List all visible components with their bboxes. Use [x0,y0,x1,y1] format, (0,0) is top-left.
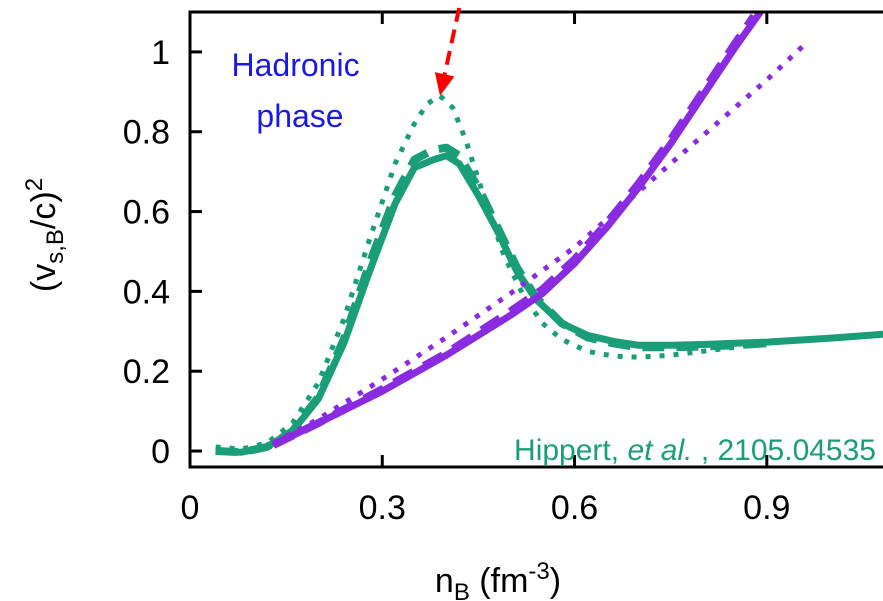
plot-frame [188,10,883,469]
x-axis-title: nB (fm-3) [435,558,561,601]
x-tick-label: 0.6 [551,489,598,527]
x-tick-label: 0.9 [743,489,790,527]
red-arrow-shaft [442,7,462,75]
series-line-green-dotted [215,93,800,452]
annotation-hadronic-line1: Hadronic [232,47,360,83]
series-line-purple-dotted [272,42,808,446]
y-tick-label: 0.4 [123,273,170,311]
series-line-green-dashed [215,143,768,457]
y-tick-label: 1 [151,34,170,72]
annotation-hadronic-line2: phase [256,98,343,134]
series-line-purple-dashed [271,13,758,449]
y-axis-title: (vs,B/c)2 [21,178,69,292]
series-layer [215,12,883,457]
y-tick-label: 0.8 [123,114,170,152]
y-tick-label: 0.2 [123,353,170,391]
annotation-hadronic-phase: Hadronic phase [232,47,369,134]
series-line-green-solid [215,152,883,456]
tick-layer: 0 0.3 0.6 0.9 0 0.2 0.4 0.6 0.8 1 [123,12,790,527]
y-tick-label: 0.6 [123,194,170,232]
y-tick-label: 0 [151,433,170,471]
red-arrow-head [434,72,455,96]
annotation-citation: Hippert, et al. , 2105.04535 [514,434,876,467]
x-tick-label: 0.3 [359,489,406,527]
x-tick-label: 0 [181,489,200,527]
